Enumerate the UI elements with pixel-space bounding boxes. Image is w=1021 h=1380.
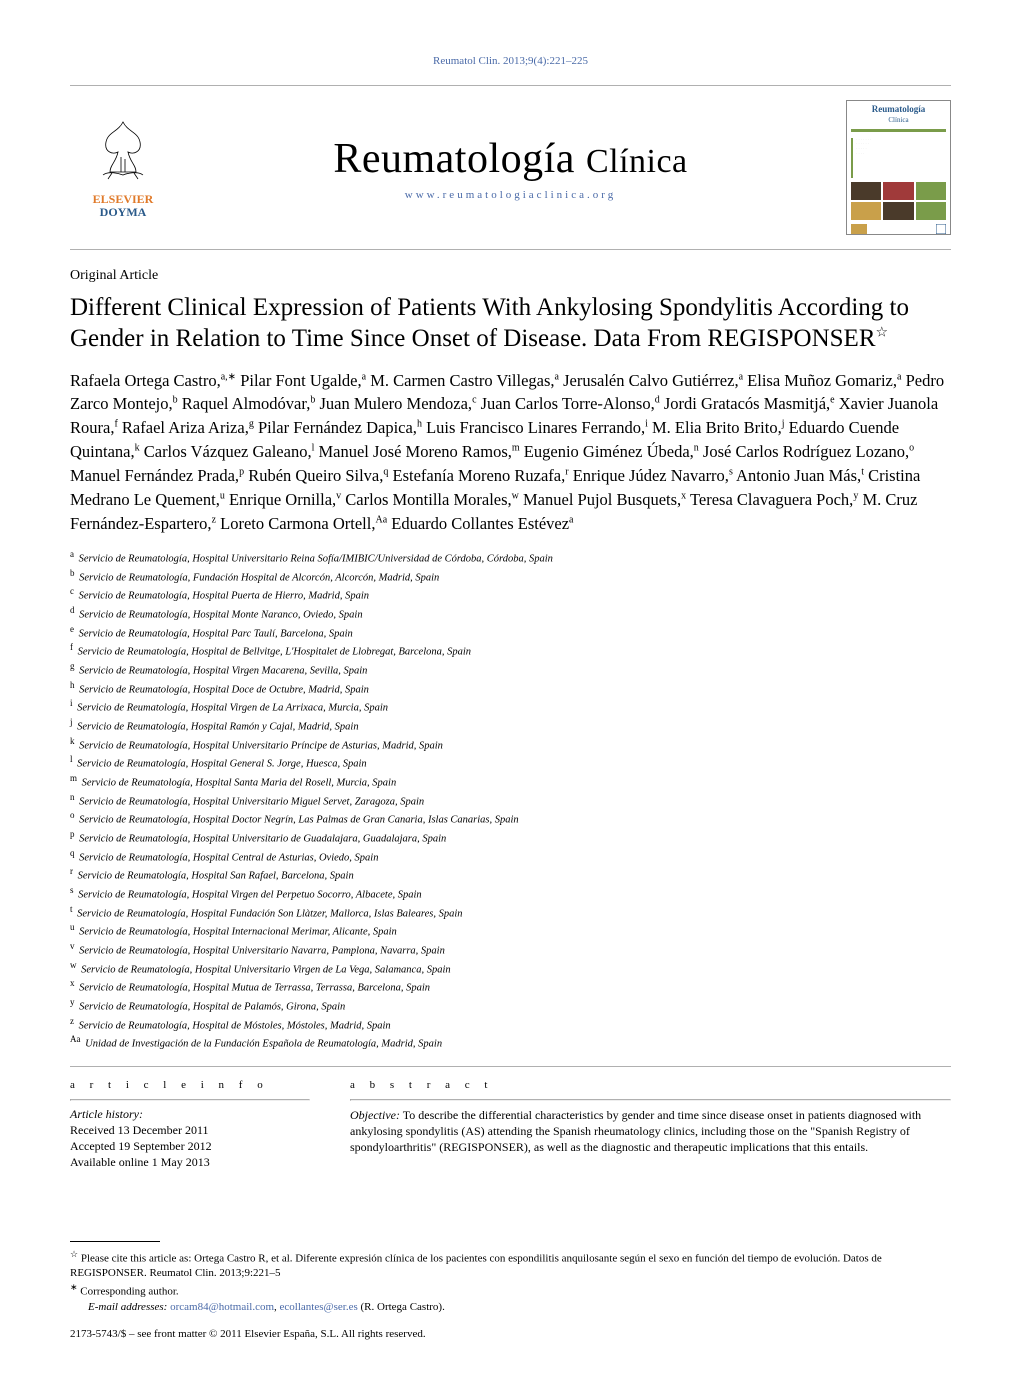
article-accepted: Accepted 19 September 2012 xyxy=(70,1138,310,1154)
affiliation-item: r Servicio de Reumatología, Hospital San… xyxy=(70,865,951,884)
header-citation: Reumatol Clin. 2013;9(4):221–225 xyxy=(70,55,951,67)
cover-footer-icon xyxy=(851,224,867,234)
journal-title: Reumatología Clínica xyxy=(195,135,826,183)
affiliation-item: x Servicio de Reumatología, Hospital Mut… xyxy=(70,977,951,996)
affiliation-item: l Servicio de Reumatología, Hospital Gen… xyxy=(70,753,951,772)
journal-url[interactable]: www.reumatologiaclinica.org xyxy=(195,189,826,201)
affiliation-item: w Servicio de Reumatología, Hospital Uni… xyxy=(70,959,951,978)
affiliation-item: n Servicio de Reumatología, Hospital Uni… xyxy=(70,791,951,810)
affiliation-item: q Servicio de Reumatología, Hospital Cen… xyxy=(70,847,951,866)
article-online: Available online 1 May 2013 xyxy=(70,1154,310,1170)
email-tail: (R. Ortega Castro). xyxy=(358,1301,445,1313)
affiliation-item: o Servicio de Reumatología, Hospital Doc… xyxy=(70,809,951,828)
abstract-heading: a b s t r a c t xyxy=(350,1079,951,1091)
affiliation-item: j Servicio de Reumatología, Hospital Ram… xyxy=(70,716,951,735)
article-received: Received 13 December 2011 xyxy=(70,1122,310,1138)
footnote-emails: E-mail addresses: orcam84@hotmail.com, e… xyxy=(70,1300,951,1315)
title-footnote-star-icon: ☆ xyxy=(876,326,889,341)
affiliation-item: Aa Unidad de Investigación de la Fundaci… xyxy=(70,1033,951,1052)
email-link[interactable]: ecollantes@ser.es xyxy=(280,1301,358,1313)
email-label: E-mail addresses: xyxy=(88,1301,167,1313)
article-type: Original Article xyxy=(70,268,951,284)
publisher-logo-block: ELSEVIER DOYMA xyxy=(70,115,175,220)
affiliation-item: i Servicio de Reumatología, Hospital Vir… xyxy=(70,697,951,716)
cover-footer xyxy=(847,224,950,234)
article-title-text: Different Clinical Expression of Patient… xyxy=(70,294,909,352)
star-icon: ☆ xyxy=(70,1249,78,1259)
footnote-corresponding: ∗ Corresponding author. xyxy=(70,1281,951,1300)
asterisk-icon: ∗ xyxy=(70,1282,78,1292)
affiliation-item: s Servicio de Reumatología, Hospital Vir… xyxy=(70,884,951,903)
abstract-sub-rule xyxy=(350,1099,951,1101)
cover-body: · · · · · · ·· · · · · ·· · · · ·· · · · xyxy=(847,134,950,224)
abstract-body: To describe the differential characteris… xyxy=(350,1108,921,1154)
article-info-column: a r t i c l e i n f o Article history: R… xyxy=(70,1079,310,1171)
affiliation-item: b Servicio de Reumatología, Fundación Ho… xyxy=(70,567,951,586)
affiliation-item: v Servicio de Reumatología, Hospital Uni… xyxy=(70,940,951,959)
affiliation-item: f Servicio de Reumatología, Hospital de … xyxy=(70,641,951,660)
article-info-heading: a r t i c l e i n f o xyxy=(70,1079,310,1091)
journal-cover-thumbnail: Reumatología Clínica · · · · · · ·· · · … xyxy=(846,100,951,235)
affiliation-item: d Servicio de Reumatología, Hospital Mon… xyxy=(70,604,951,623)
affiliation-item: u Servicio de Reumatología, Hospital Int… xyxy=(70,921,951,940)
svg-text:ELSEVIER: ELSEVIER xyxy=(92,192,153,206)
cover-accent-bar xyxy=(851,129,946,132)
rule-after-masthead xyxy=(70,249,951,250)
masthead-center: Reumatología Clínica www.reumatologiacli… xyxy=(195,135,826,201)
copyright-line: 2173-5743/$ – see front matter © 2011 El… xyxy=(70,1328,951,1340)
affiliation-item: m Servicio de Reumatología, Hospital San… xyxy=(70,772,951,791)
affiliation-item: z Servicio de Reumatología, Hospital de … xyxy=(70,1015,951,1034)
author-list: Rafaela Ortega Castro,a,∗ Pilar Font Uga… xyxy=(70,369,951,536)
elsevier-tree-icon xyxy=(88,117,158,187)
abstract-text: Objective: To describe the differential … xyxy=(350,1107,951,1156)
footnotes: ☆ Please cite this article as: Ortega Ca… xyxy=(70,1241,951,1315)
article-title: Different Clinical Expression of Patient… xyxy=(70,292,951,355)
affiliation-item: h Servicio de Reumatología, Hospital Doc… xyxy=(70,679,951,698)
masthead: ELSEVIER DOYMA Reumatología Clínica www.… xyxy=(70,100,951,235)
cover-title: Reumatología Clínica xyxy=(847,101,950,127)
affiliation-item: g Servicio de Reumatología, Hospital Vir… xyxy=(70,660,951,679)
affiliation-item: y Servicio de Reumatología, Hospital de … xyxy=(70,996,951,1015)
affiliation-item: e Servicio de Reumatología, Hospital Par… xyxy=(70,623,951,642)
footnote-rule xyxy=(70,1241,160,1242)
info-sub-rule xyxy=(70,1099,310,1101)
rule-before-info xyxy=(70,1066,951,1067)
affiliation-item: t Servicio de Reumatología, Hospital Fun… xyxy=(70,903,951,922)
affiliation-item: c Servicio de Reumatología, Hospital Pue… xyxy=(70,585,951,604)
affiliation-item: p Servicio de Reumatología, Hospital Uni… xyxy=(70,828,951,847)
abstract-column: a b s t r a c t Objective: To describe t… xyxy=(350,1079,951,1171)
svg-text:DOYMA: DOYMA xyxy=(99,205,146,219)
affiliation-item: k Servicio de Reumatología, Hospital Uni… xyxy=(70,735,951,754)
footnote-cite: ☆ Please cite this article as: Ortega Ca… xyxy=(70,1248,951,1281)
affiliation-list: a Servicio de Reumatología, Hospital Uni… xyxy=(70,548,951,1052)
elsevier-doyma-logo: ELSEVIER DOYMA xyxy=(73,191,173,219)
article-history-label: Article history: xyxy=(70,1107,310,1122)
journal-title-sub: Clínica xyxy=(586,143,688,180)
cover-footer-icon xyxy=(936,224,946,234)
email-link[interactable]: orcam84@hotmail.com xyxy=(170,1301,274,1313)
journal-title-main: Reumatología xyxy=(333,136,575,182)
info-abstract-row: a r t i c l e i n f o Article history: R… xyxy=(70,1079,951,1171)
abstract-lead: Objective: xyxy=(350,1108,400,1122)
rule-top xyxy=(70,85,951,86)
affiliation-item: a Servicio de Reumatología, Hospital Uni… xyxy=(70,548,951,567)
